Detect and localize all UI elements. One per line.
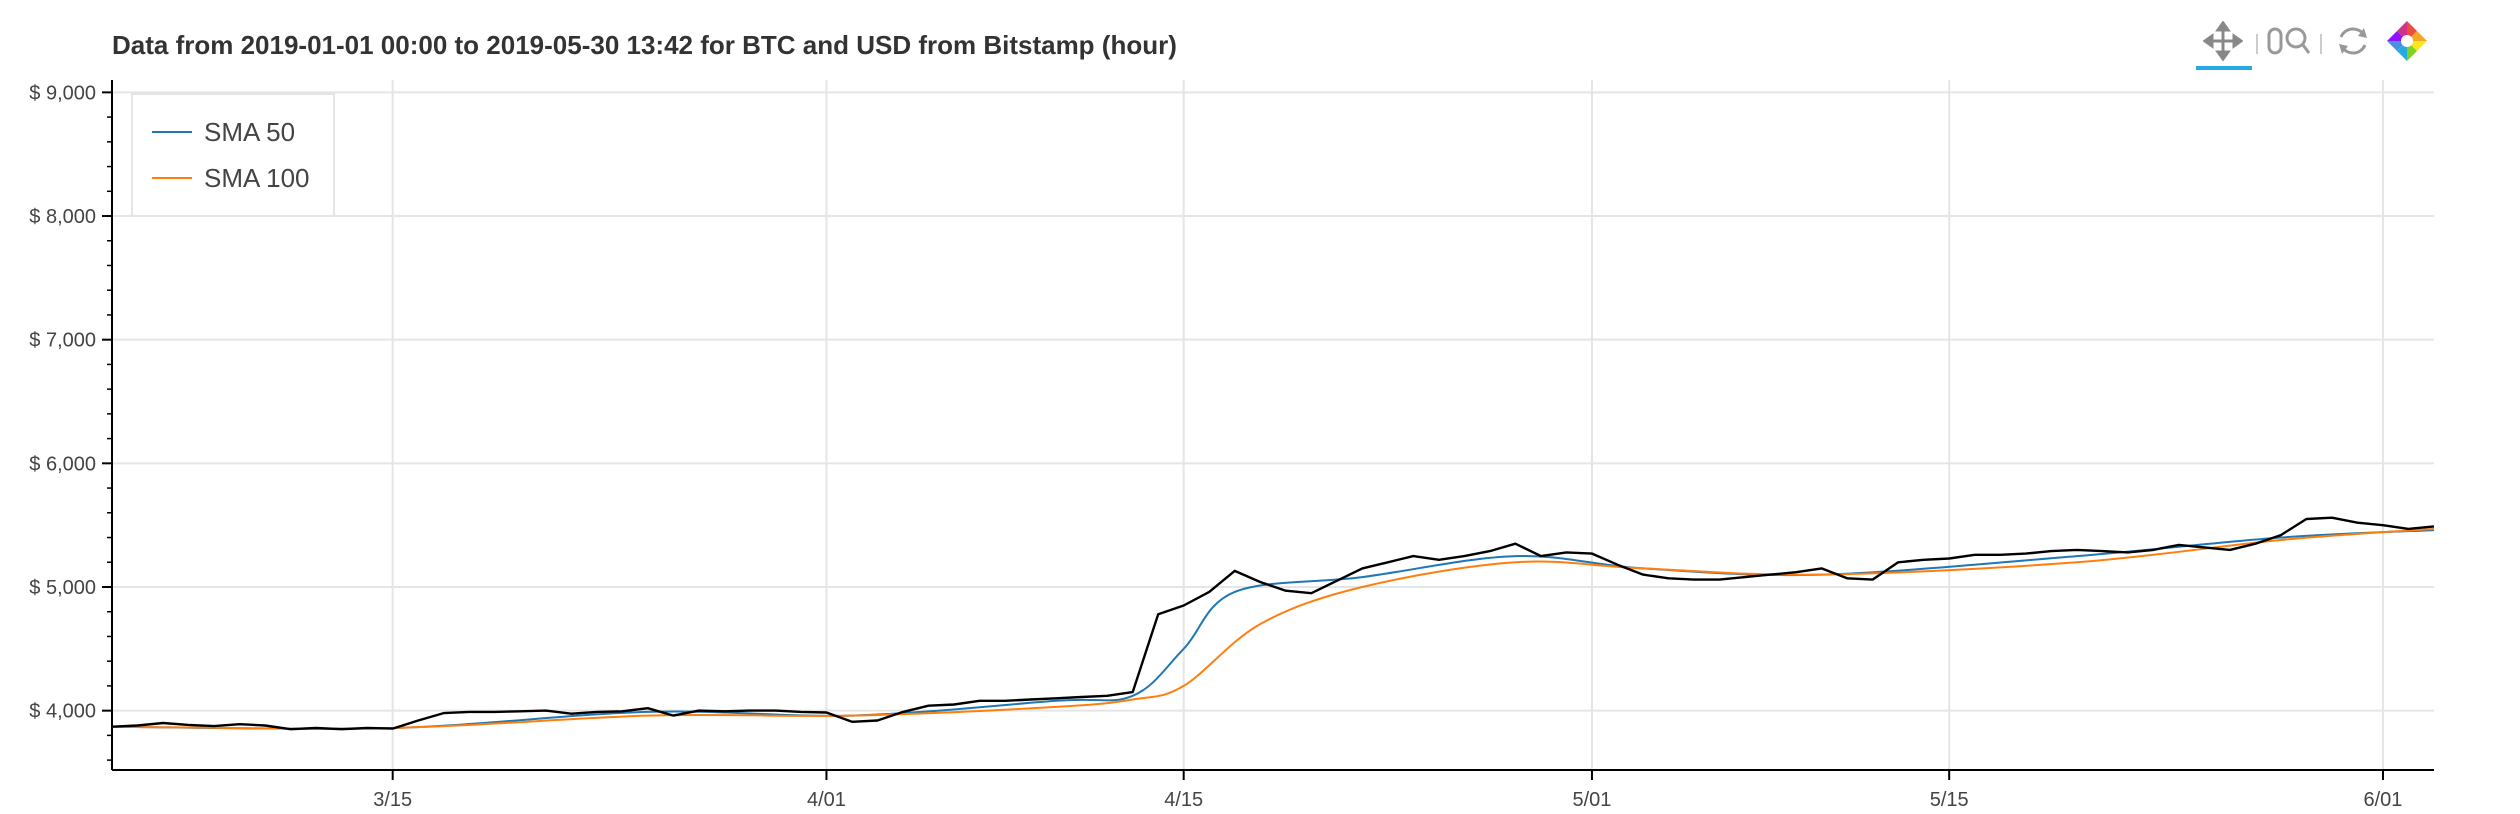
wheel-zoom-icon: [2267, 27, 2311, 55]
y-tick-label: $ 6,000: [29, 453, 96, 475]
reset-tool-button[interactable]: [2326, 14, 2380, 68]
reset-icon: [2339, 27, 2367, 55]
bokeh-logo[interactable]: [2380, 14, 2434, 68]
wheel-zoom-tool-button[interactable]: [2262, 14, 2316, 68]
y-tick-label: $ 8,000: [29, 206, 96, 228]
x-tick-label: 3/15: [373, 789, 412, 811]
y-ticks: $ 4,000 $ 5,000 $ 6,000 $ 7,000 $ 8,000 $ 9,0…: [29, 82, 112, 761]
grid: [112, 80, 2434, 770]
axes: [111, 80, 2434, 771]
price-line: [111, 516, 2435, 731]
y-tick-label: $ 5,000: [29, 577, 96, 599]
x-tick-label: 5/15: [1930, 789, 1969, 811]
legend-label-sma50: SMA 50: [204, 117, 295, 147]
legend: SMA 50 SMA 100: [131, 93, 335, 217]
legend-label-sma100: SMA 100: [204, 163, 310, 193]
x-tick-label: 4/01: [807, 789, 846, 811]
sma-50-line: [111, 529, 2435, 730]
x-tick-label: 4/15: [1164, 789, 1203, 811]
bokeh-logo-icon: [2387, 21, 2427, 61]
toolbar: [2190, 14, 2440, 74]
toolbar-separator: [2320, 34, 2322, 54]
pan-tool-button[interactable]: [2196, 14, 2250, 68]
toolbar-separator: [2256, 34, 2258, 54]
chart-title: Data from 2019-01-01 00:00 to 2019-05-30…: [112, 30, 1177, 60]
y-tick-label: $ 7,000: [29, 330, 96, 352]
x-tick-label: 5/01: [1572, 789, 1611, 811]
x-ticks: 3/15 4/01 4/15 5/01 5/15 6/01: [373, 770, 2402, 811]
y-tick-label: $ 4,000: [29, 701, 96, 723]
y-tick-label: $ 9,000: [29, 82, 96, 104]
sma-100-line: [111, 527, 2435, 730]
x-tick-label: 6/01: [2363, 789, 2402, 811]
active-tool-indicator: [2196, 66, 2252, 70]
pan-icon: [2203, 21, 2243, 61]
legend-box: [131, 93, 335, 217]
series: [111, 516, 2435, 731]
